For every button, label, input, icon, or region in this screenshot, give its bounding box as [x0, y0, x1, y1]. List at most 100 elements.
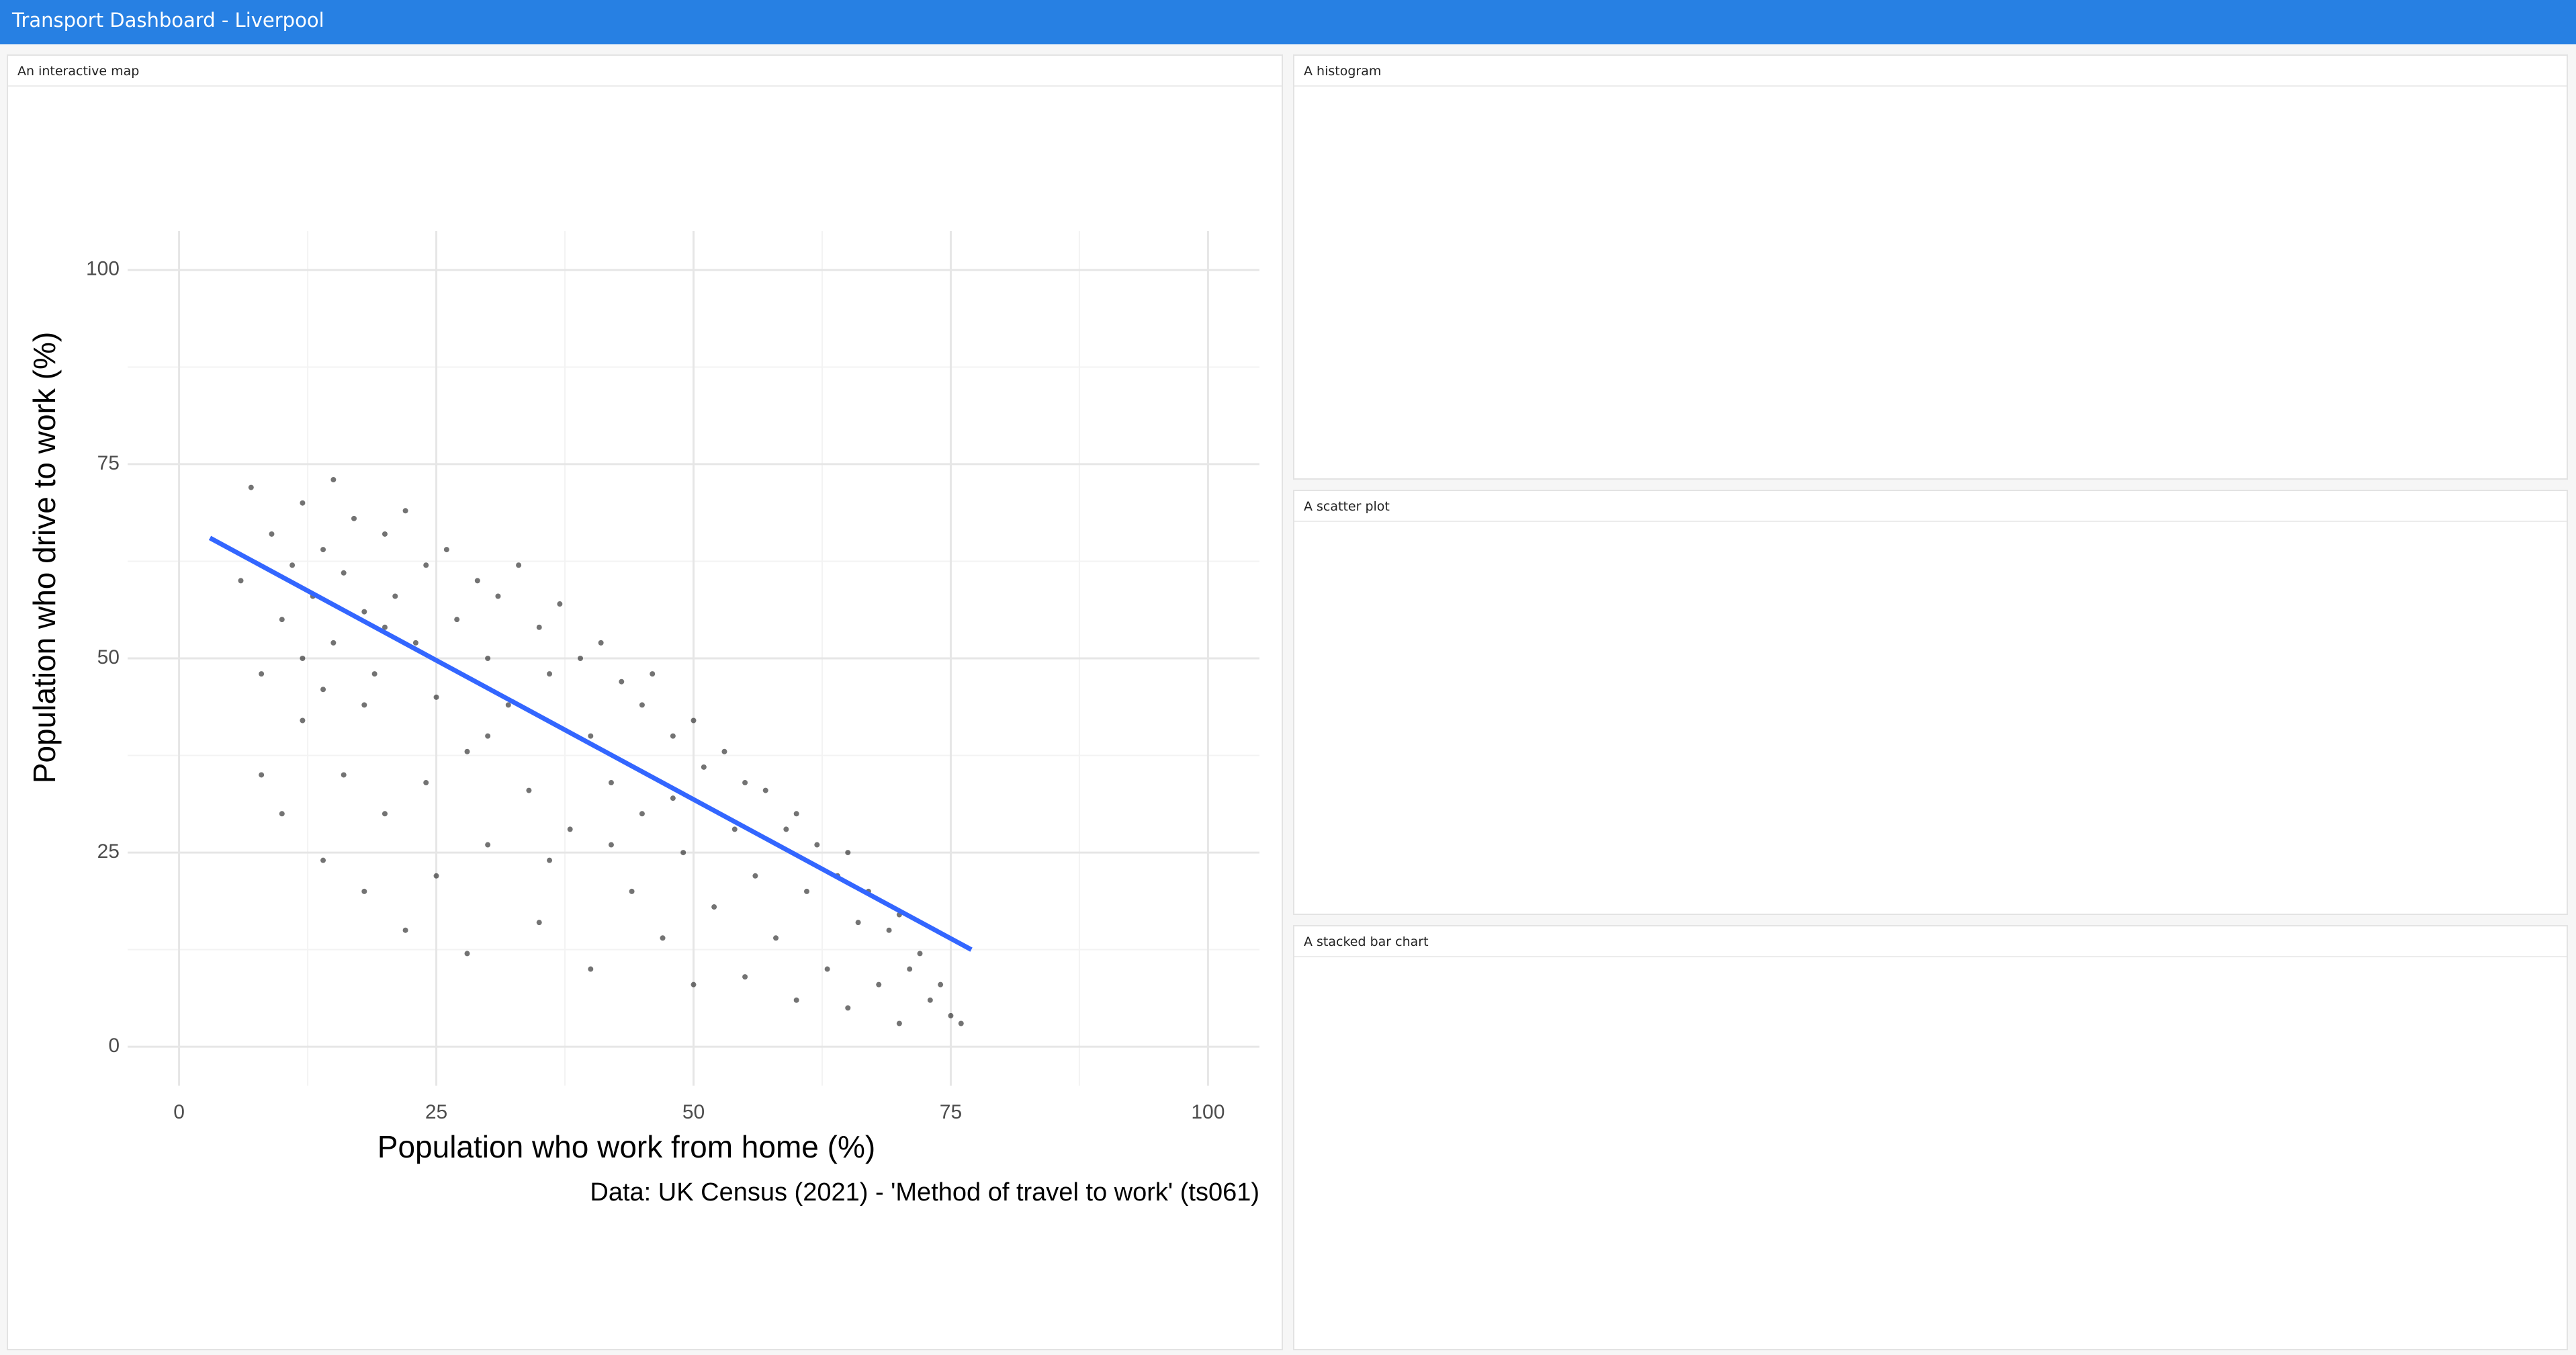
- point: [351, 515, 357, 521]
- x-tick-label: 100: [1191, 1101, 1225, 1123]
- point: [320, 687, 326, 693]
- point: [845, 1005, 851, 1011]
- y-tick-label: 25: [97, 840, 120, 863]
- point: [639, 811, 645, 817]
- point: [660, 935, 666, 941]
- point: [742, 780, 748, 786]
- panel: A stacked bar chart: [1293, 925, 2568, 1350]
- point: [793, 997, 799, 1003]
- point: [238, 578, 244, 584]
- panel: An interactive map 0 25 50 75 100 0 25 50 75 100 P…: [7, 54, 1283, 1350]
- point: [279, 811, 285, 817]
- point: [341, 772, 347, 778]
- point: [670, 733, 676, 739]
- point: [433, 694, 439, 700]
- point: [567, 826, 573, 832]
- x-tick-label: 0: [173, 1101, 185, 1123]
- point: [948, 1012, 954, 1018]
- point: [711, 904, 717, 910]
- point: [773, 935, 779, 941]
- point: [629, 888, 635, 894]
- point: [464, 748, 470, 754]
- point: [392, 593, 398, 599]
- point: [485, 656, 491, 661]
- point: [320, 547, 326, 553]
- point: [917, 951, 923, 957]
- point: [300, 717, 306, 724]
- point: [423, 780, 429, 786]
- point: [423, 562, 429, 568]
- x-axis-title: Population who work from home (%): [377, 1129, 875, 1164]
- y-axis-title: Population who drive to work (%): [27, 332, 62, 783]
- point: [382, 624, 388, 630]
- point: [814, 842, 820, 848]
- point: [382, 531, 388, 537]
- x-tick-label: 25: [425, 1101, 447, 1123]
- point: [650, 671, 656, 677]
- point: [454, 617, 460, 623]
- point: [639, 702, 645, 708]
- point: [876, 981, 882, 988]
- point: [300, 500, 306, 506]
- point: [793, 811, 799, 817]
- point: [907, 966, 913, 972]
- point: [361, 888, 367, 894]
- point: [290, 562, 296, 568]
- point: [402, 927, 408, 933]
- point: [402, 508, 408, 514]
- point: [824, 966, 830, 972]
- point: [896, 1020, 902, 1026]
- point: [495, 593, 501, 599]
- panel-title: An interactive map: [8, 56, 1282, 87]
- point: [279, 617, 285, 623]
- app-title: Transport Dashboard - Liverpool: [0, 0, 2576, 44]
- point: [927, 997, 933, 1003]
- point: [330, 640, 337, 646]
- point: [783, 826, 789, 832]
- point: [619, 679, 625, 685]
- point: [547, 857, 553, 863]
- y-tick-label: 0: [108, 1035, 120, 1057]
- caption: Data: UK Census (2021) - 'Method of trav…: [590, 1178, 1259, 1207]
- point: [433, 873, 439, 879]
- point: [588, 733, 594, 739]
- point: [886, 927, 892, 933]
- point: [412, 640, 418, 646]
- point: [762, 787, 768, 793]
- point: [505, 702, 511, 708]
- point: [361, 702, 367, 708]
- point: [382, 811, 388, 817]
- point: [670, 795, 676, 801]
- point: [259, 772, 265, 778]
- point: [598, 640, 604, 646]
- point: [958, 1020, 964, 1026]
- point: [269, 531, 275, 537]
- point: [691, 717, 697, 724]
- panel-title: A scatter plot: [1294, 491, 2567, 522]
- point: [608, 780, 614, 786]
- point: [248, 484, 254, 490]
- point: [691, 981, 697, 988]
- point: [608, 842, 614, 848]
- point: [578, 656, 583, 661]
- point: [855, 920, 861, 926]
- point: [536, 920, 542, 926]
- panel: A histogram: [1293, 54, 2568, 480]
- point: [526, 787, 532, 793]
- point: [588, 966, 594, 972]
- trend-line: [208, 535, 973, 952]
- point: [752, 873, 758, 879]
- point: [680, 850, 686, 856]
- y-tick-label: 75: [97, 452, 120, 474]
- point: [721, 748, 727, 754]
- point: [330, 477, 337, 483]
- point: [804, 888, 809, 894]
- y-tick-label: 100: [86, 258, 120, 280]
- point: [320, 857, 326, 863]
- point: [536, 624, 542, 630]
- point: [361, 609, 367, 615]
- panel-title: A stacked bar chart: [1294, 926, 2567, 957]
- point: [731, 826, 738, 832]
- point: [938, 981, 944, 988]
